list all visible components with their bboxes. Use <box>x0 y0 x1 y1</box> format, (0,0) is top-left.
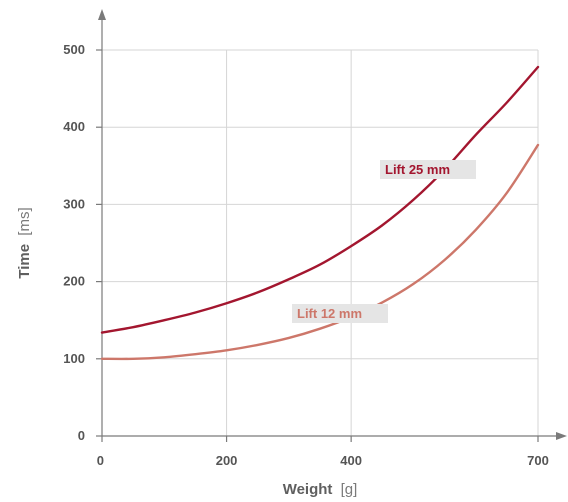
series-labels: Lift 25 mm Lift 12 mm <box>292 160 476 323</box>
x-axis-arrow-icon <box>556 432 567 440</box>
x-tick-label: 200 <box>216 453 238 468</box>
tick-labels: 0 100 200 300 400 500 0 200 400 700 <box>63 42 549 468</box>
axes <box>96 9 567 442</box>
series-label-0: Lift 25 mm <box>385 162 450 177</box>
x-axis-title: Weight [g] <box>283 481 358 498</box>
series-line-0 <box>100 65 540 334</box>
x-tick-label: 400 <box>340 453 362 468</box>
y-axis-title-main: Time <box>16 244 33 279</box>
y-tick-label: 300 <box>63 196 85 211</box>
series-line-1 <box>100 143 540 361</box>
x-axis-title-main: Weight <box>283 481 333 498</box>
grid <box>102 49 539 436</box>
y-tick-label: 400 <box>63 119 85 134</box>
y-tick-label: 100 <box>63 351 85 366</box>
y-tick-label: 0 <box>78 428 85 443</box>
x-tick-label: 0 <box>97 453 104 468</box>
y-tick-label: 500 <box>63 42 85 57</box>
y-axis-title: Time [ms] <box>16 207 33 278</box>
x-tick-label: 700 <box>527 453 549 468</box>
y-tick-label: 200 <box>63 274 85 289</box>
x-axis-title-unit: [g] <box>341 481 358 498</box>
y-axis-arrow-icon <box>98 9 106 20</box>
series-lines <box>100 65 540 361</box>
y-axis-title-unit: [ms] <box>16 207 33 235</box>
series-label-background-1 <box>292 304 388 323</box>
series-label-background-0 <box>380 160 476 179</box>
series-label-1: Lift 12 mm <box>297 306 362 321</box>
